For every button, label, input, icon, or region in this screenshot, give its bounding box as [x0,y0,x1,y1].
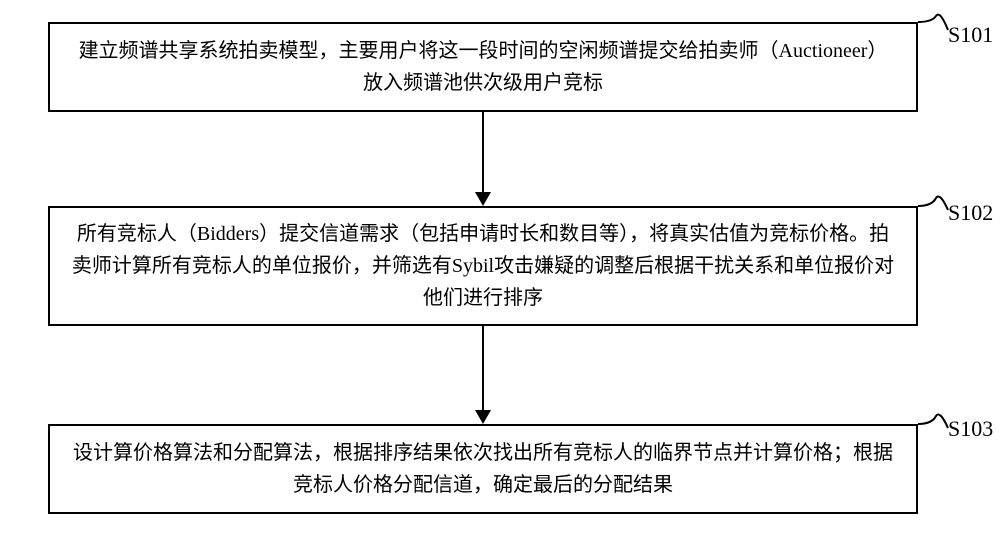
flow-step-1: 建立频谱共享系统拍卖模型，主要用户将这一段时间的空闲频谱提交给拍卖师（Aucti… [48,22,918,112]
connector-1-line [482,112,484,192]
flow-step-1-text: 建立频谱共享系统拍卖模型，主要用户将这一段时间的空闲频谱提交给拍卖师（Aucti… [70,35,896,99]
step-label-1: S101 [948,22,993,48]
connector-1-arrow [475,192,491,206]
connector-2-line [482,326,484,410]
step-label-2: S102 [948,200,993,226]
flow-step-2-text: 所有竞标人（Bidders）提交信道需求（包括申请时长和数目等），将真实估值为竞… [70,218,896,314]
connector-2-arrow [475,410,491,424]
flowchart-container: 建立频谱共享系统拍卖模型，主要用户将这一段时间的空闲频谱提交给拍卖师（Aucti… [0,0,1000,551]
flow-step-2: 所有竞标人（Bidders）提交信道需求（包括申请时长和数目等），将真实估值为竞… [48,206,918,326]
step-label-3: S103 [948,416,993,442]
flow-step-3-text: 设计算价格算法和分配算法，根据排序结果依次找出所有竞标人的临界节点并计算价格；根… [70,437,896,501]
label-connector-2 [918,194,950,218]
label-connector-3 [918,412,950,436]
label-connector-1 [918,14,950,38]
flow-step-3: 设计算价格算法和分配算法，根据排序结果依次找出所有竞标人的临界节点并计算价格；根… [48,424,918,514]
